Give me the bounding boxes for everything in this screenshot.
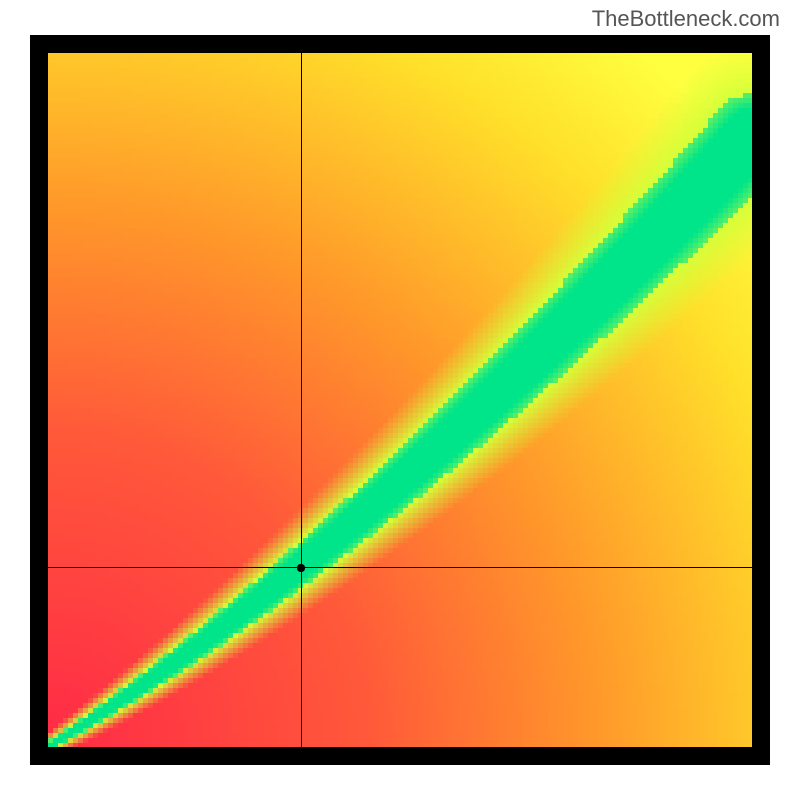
crosshair-horizontal (48, 567, 752, 568)
heatmap-canvas (48, 53, 752, 747)
crosshair-marker (296, 563, 306, 573)
crosshair-vertical (301, 53, 302, 747)
watermark-text: TheBottleneck.com (592, 6, 780, 32)
chart-container: TheBottleneck.com (0, 0, 800, 800)
